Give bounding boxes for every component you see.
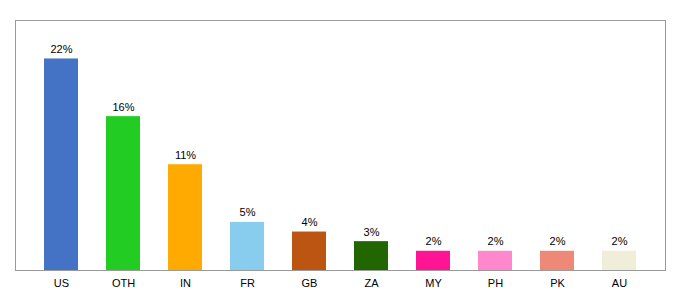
svg-text:2%: 2% xyxy=(612,235,628,247)
svg-text:5%: 5% xyxy=(240,206,256,218)
svg-text:22%: 22% xyxy=(50,43,72,55)
svg-text:16%: 16% xyxy=(112,101,134,113)
svg-text:PK: PK xyxy=(550,277,565,289)
svg-text:2%: 2% xyxy=(426,235,442,247)
svg-text:3%: 3% xyxy=(364,226,380,238)
svg-text:MY: MY xyxy=(425,277,442,289)
svg-text:ZA: ZA xyxy=(364,277,379,289)
svg-text:OTH: OTH xyxy=(112,277,135,289)
svg-text:GB: GB xyxy=(302,277,318,289)
svg-text:11%: 11% xyxy=(175,149,196,161)
svg-text:PH: PH xyxy=(488,277,503,289)
svg-text:2%: 2% xyxy=(488,235,504,247)
svg-text:FR: FR xyxy=(240,277,255,289)
svg-text:AU: AU xyxy=(612,277,627,289)
svg-text:4%: 4% xyxy=(302,216,318,228)
svg-text:2%: 2% xyxy=(550,235,566,247)
svg-text:US: US xyxy=(54,277,69,289)
svg-text:IN: IN xyxy=(180,277,191,289)
